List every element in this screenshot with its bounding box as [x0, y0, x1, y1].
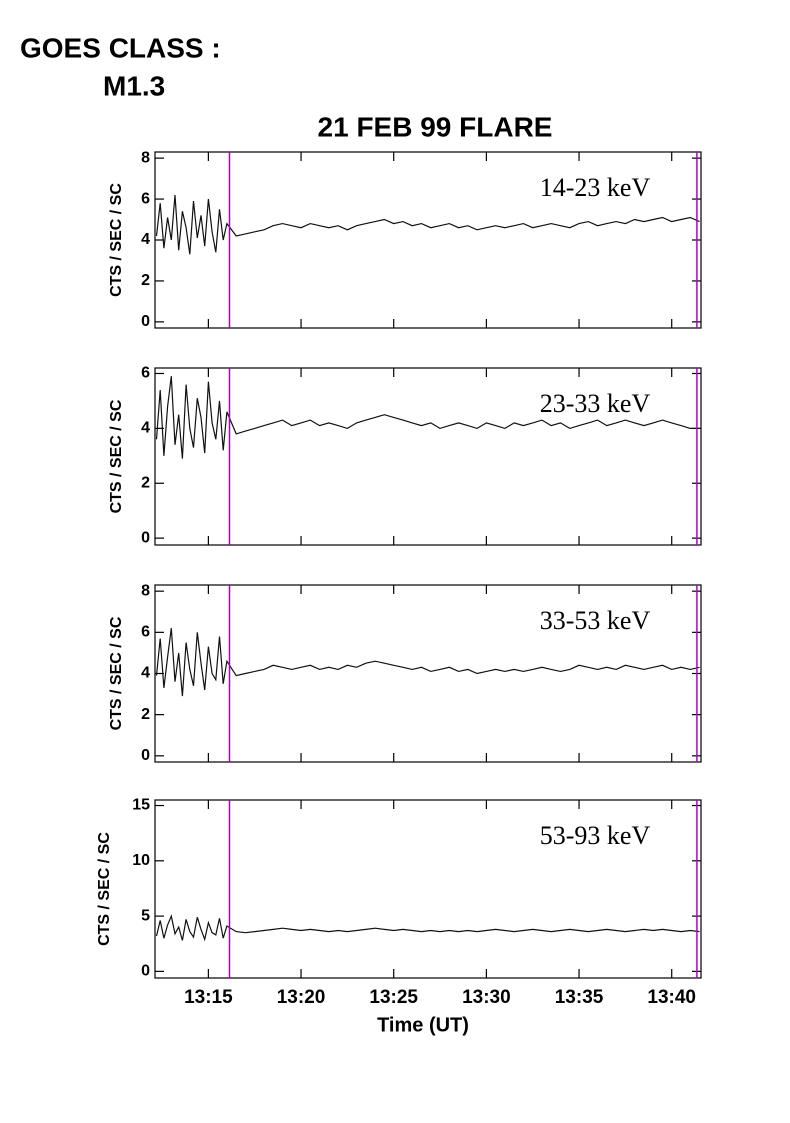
series-line [155, 914, 700, 942]
series-label: 53-93 keV [540, 821, 651, 850]
y-axis-label: CTS / SEC / SC [108, 183, 125, 297]
y-tick-label: 0 [141, 963, 150, 980]
y-tick-label: 10 [132, 852, 150, 869]
y-tick-label: 4 [141, 420, 150, 437]
y-tick-label: 4 [141, 665, 150, 682]
series-label: 23-33 keV [540, 389, 651, 418]
x-tick-label: 13:35 [555, 987, 604, 1008]
y-tick-label: 15 [132, 797, 150, 814]
y-tick-label: 6 [141, 624, 150, 641]
y-tick-label: 8 [141, 582, 150, 599]
plot-frame [154, 799, 702, 979]
series-line [155, 194, 700, 255]
y-tick-label: 2 [141, 272, 150, 289]
goes-class-value: M1.3 [103, 70, 165, 101]
series-line [155, 628, 700, 697]
series-label: 14-23 keV [540, 173, 651, 202]
x-tick-label: 13:15 [184, 987, 233, 1008]
x-tick-label: 13:40 [647, 987, 696, 1008]
y-tick-label: 6 [141, 190, 150, 207]
y-axis-label: CTS / SEC / SC [96, 832, 113, 946]
chart-title: 21 FEB 99 FLARE [318, 111, 553, 142]
x-tick-label: 13:30 [462, 987, 511, 1008]
y-tick-label: 4 [141, 231, 150, 248]
y-tick-label: 2 [141, 474, 150, 491]
y-tick-label: 2 [141, 706, 150, 723]
y-tick-label: 6 [141, 365, 150, 382]
x-tick-label: 13:20 [277, 987, 326, 1008]
series-line [155, 376, 700, 459]
y-axis-label: CTS / SEC / SC [108, 399, 125, 513]
plot-frame [154, 367, 702, 546]
goes-class-label: GOES CLASS : [20, 32, 221, 63]
y-tick-label: 8 [141, 149, 150, 166]
y-tick-label: 5 [141, 907, 150, 924]
y-axis-label: CTS / SEC / SC [108, 616, 125, 730]
x-axis-label: Time (UT) [377, 1014, 469, 1036]
y-tick-label: 0 [141, 313, 150, 330]
y-tick-label: 0 [141, 529, 150, 546]
series-label: 33-53 keV [540, 606, 651, 635]
y-tick-label: 0 [141, 747, 150, 764]
x-tick-label: 13:25 [369, 987, 418, 1008]
